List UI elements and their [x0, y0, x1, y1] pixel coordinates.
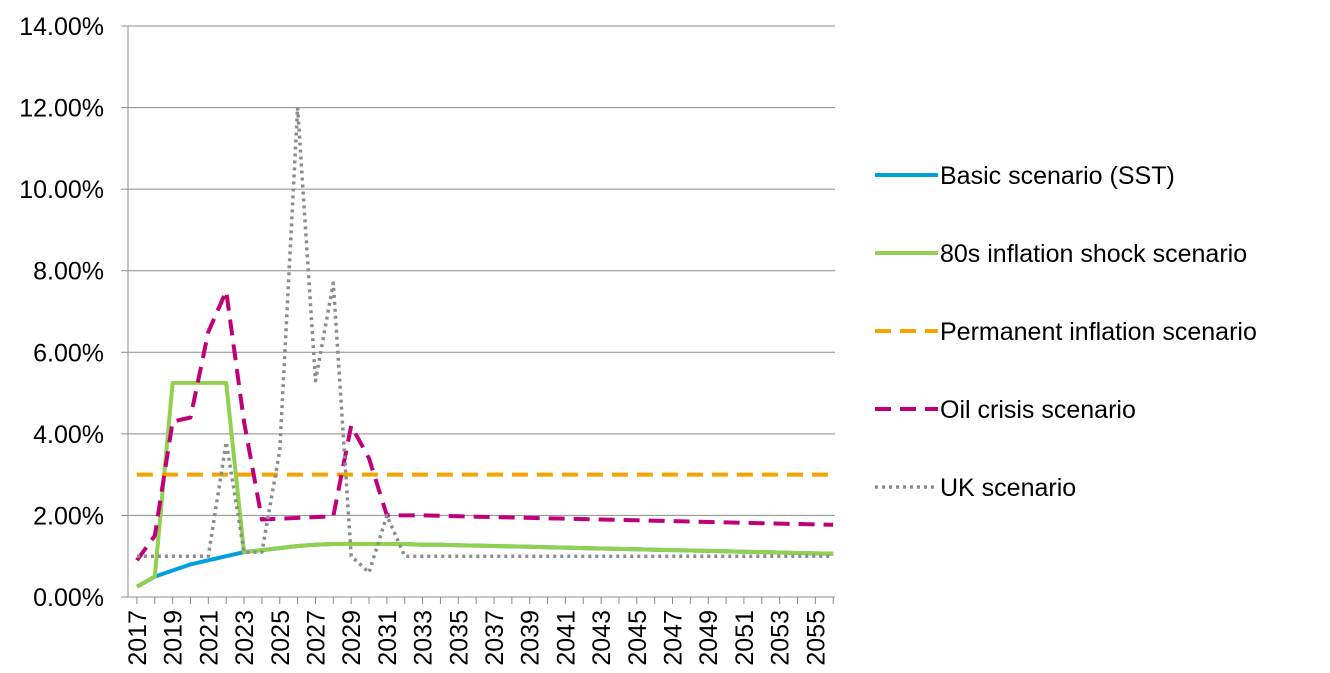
y-tick-label: 2.00% — [33, 502, 104, 530]
y-tick-label: 4.00% — [33, 421, 104, 449]
legend-label: Oil crisis scenario — [940, 396, 1136, 424]
x-tick-label: 2017 — [124, 610, 152, 666]
y-tick-label: 14.00% — [19, 13, 104, 41]
series-line — [135, 380, 834, 589]
axes — [121, 25, 835, 604]
legend-label: Basic scenario (SST) — [940, 162, 1175, 190]
x-tick-label: 2031 — [374, 610, 402, 666]
x-tick-label: 2035 — [445, 610, 473, 666]
y-tick-label: 0.00% — [33, 584, 104, 612]
legend: Basic scenario (SST) 80s inflation shock … — [875, 162, 1257, 502]
legend-label: Permanent inflation scenario — [940, 318, 1257, 346]
y-tick-label: 12.00% — [19, 95, 104, 123]
y-tick-label: 10.00% — [19, 176, 104, 204]
x-tick-label: 2025 — [267, 610, 295, 666]
x-tick-label: 2019 — [160, 610, 188, 666]
x-tick-label: 2047 — [660, 610, 688, 666]
x-tick-label: 2037 — [481, 610, 509, 666]
x-tick-label: 2051 — [731, 610, 759, 666]
x-axis-tick-labels: 2017 2019 2021 2023 2025 2027 2029 2031 2033 2035… — [124, 610, 830, 666]
legend-label: UK scenario — [940, 474, 1076, 502]
legend-label: 80s inflation shock scenario — [940, 240, 1247, 268]
y-tick-label: 6.00% — [33, 339, 104, 367]
x-tick-label: 2039 — [517, 610, 545, 666]
x-tick-label: 2041 — [552, 610, 580, 666]
x-tick-label: 2045 — [624, 610, 652, 666]
series-line — [136, 105, 834, 575]
series-line — [135, 289, 834, 562]
x-tick-label: 2043 — [588, 610, 616, 666]
x-tick-label: 2021 — [195, 610, 223, 666]
y-axis-tick-labels: 0.00% 2.00% 4.00% 6.00% 8.00% 10.00% 12.00% 14.… — [19, 13, 104, 612]
x-tick-label: 2027 — [302, 610, 330, 666]
x-tick-label: 2029 — [338, 610, 366, 666]
x-tick-label: 2055 — [802, 610, 830, 666]
x-tick-label: 2023 — [231, 610, 259, 666]
x-tick-label: 2049 — [695, 610, 723, 666]
y-tick-label: 8.00% — [33, 258, 104, 286]
series-lines — [135, 105, 834, 589]
x-tick-label: 2033 — [410, 610, 438, 666]
x-tick-label: 2053 — [767, 610, 795, 666]
